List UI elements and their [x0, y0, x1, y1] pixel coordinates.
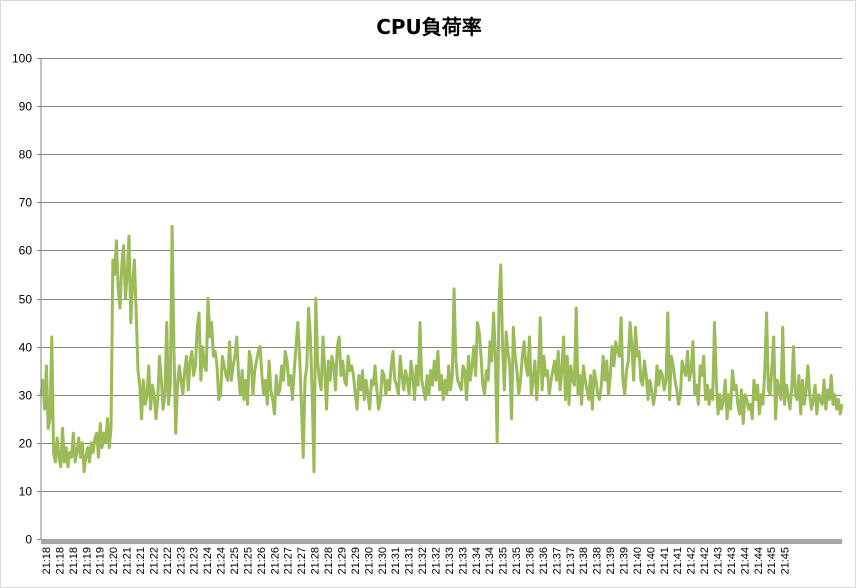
x-tick-label: 21:42 — [686, 547, 698, 575]
x-tick-label: 21:29 — [337, 547, 349, 575]
x-tick-label: 21:26 — [269, 547, 281, 575]
x-tick-label: 21:37 — [565, 547, 577, 575]
x-tick-label: 21:35 — [511, 547, 523, 575]
x-tick-label: 21:34 — [484, 547, 496, 575]
x-axis-line — [41, 539, 842, 544]
chart-title: CPU負荷率 — [376, 15, 482, 39]
y-tick-label: 80 — [19, 148, 33, 162]
x-tick-label: 21:30 — [377, 547, 389, 575]
x-tick-label: 21:42 — [699, 547, 711, 575]
y-tick-label: 50 — [19, 293, 33, 307]
x-tick-label: 21:25 — [242, 547, 254, 575]
grid-lines — [41, 58, 842, 544]
y-tick-label: 60 — [19, 244, 33, 258]
y-tick-label: 40 — [19, 341, 33, 355]
x-tick-label: 21:19 — [81, 547, 93, 575]
x-tick-label: 21:39 — [605, 547, 617, 575]
y-tick-label: 20 — [19, 437, 33, 451]
x-tick-label: 21:24 — [202, 547, 214, 575]
y-tick-label: 0 — [25, 533, 32, 547]
x-tick-label: 21:22 — [162, 547, 174, 575]
x-tick-label: 21:21 — [122, 547, 134, 575]
x-tick-label: 21:36 — [525, 547, 537, 575]
x-tick-label: 21:45 — [766, 547, 778, 575]
x-tick-label: 21:23 — [189, 547, 201, 575]
y-axis-ticks: 0 10 20 30 40 50 60 70 80 90 100 — [12, 52, 41, 547]
x-tick-label: 21:26 — [256, 547, 268, 575]
x-tick-label: 21:31 — [404, 547, 416, 575]
x-tick-label: 21:18 — [54, 547, 66, 575]
x-tick-label: 21:43 — [713, 547, 725, 575]
x-tick-label: 21:43 — [726, 547, 738, 575]
x-tick-label: 21:18 — [68, 547, 80, 575]
y-tick-label: 70 — [19, 196, 33, 210]
x-tick-label: 21:44 — [739, 547, 751, 575]
x-tick-label: 21:34 — [471, 547, 483, 575]
y-tick-label: 100 — [12, 52, 32, 66]
x-tick-label: 21:29 — [350, 547, 362, 575]
x-tick-label: 21:23 — [175, 547, 187, 575]
x-tick-label: 21:33 — [444, 547, 456, 575]
series-group — [39, 224, 844, 474]
x-tick-label: 21:45 — [780, 547, 792, 575]
x-tick-label: 21:28 — [310, 547, 322, 575]
x-tick-label: 21:44 — [753, 547, 765, 575]
x-tick-label: 21:30 — [363, 547, 375, 575]
x-tick-label: 21:32 — [431, 547, 443, 575]
x-tick-label: 21:27 — [283, 547, 295, 575]
y-tick-label: 90 — [19, 100, 33, 114]
x-axis-ticks: 21:18 21:18 21:18 21:19 21:19 21:20 21:21 21:21… — [41, 547, 792, 575]
x-tick-label: 21:37 — [551, 547, 563, 575]
x-tick-label: 21:19 — [95, 547, 107, 575]
y-tick-label: 30 — [19, 389, 33, 403]
x-tick-label: 21:20 — [108, 547, 120, 575]
x-tick-label: 21:32 — [417, 547, 429, 575]
x-tick-label: 21:36 — [538, 547, 550, 575]
x-tick-label: 21:28 — [323, 547, 335, 575]
x-tick-label: 21:41 — [672, 547, 684, 575]
series-line-0 — [39, 224, 844, 474]
x-tick-label: 21:31 — [390, 547, 402, 575]
x-tick-label: 21:40 — [632, 547, 644, 575]
x-tick-label: 21:41 — [659, 547, 671, 575]
y-tick-label: 10 — [19, 485, 33, 499]
x-tick-label: 21:25 — [229, 547, 241, 575]
x-tick-label: 21:18 — [41, 547, 53, 575]
x-tick-label: 21:24 — [216, 547, 228, 575]
x-tick-label: 21:35 — [498, 547, 510, 575]
x-tick-label: 21:38 — [592, 547, 604, 575]
x-tick-label: 21:22 — [148, 547, 160, 575]
x-tick-label: 21:40 — [645, 547, 657, 575]
x-tick-label: 21:33 — [457, 547, 469, 575]
x-tick-label: 21:21 — [135, 547, 147, 575]
x-tick-label: 21:27 — [296, 547, 308, 575]
x-tick-label: 21:39 — [619, 547, 631, 575]
x-tick-label: 21:38 — [578, 547, 590, 575]
